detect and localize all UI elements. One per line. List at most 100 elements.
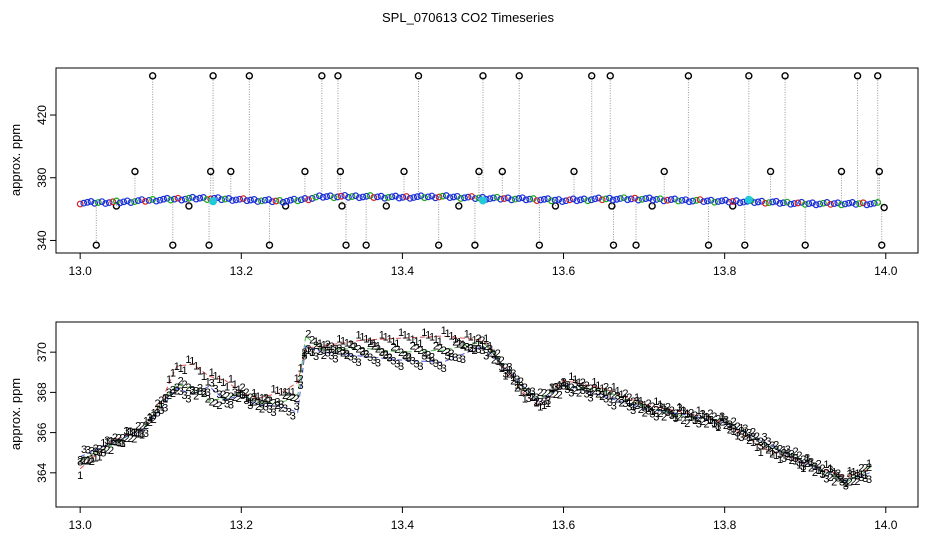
series-glyph-2: 2 bbox=[112, 432, 118, 444]
series-glyph-1: 1 bbox=[166, 374, 172, 386]
series-glyph-2: 2 bbox=[274, 400, 280, 412]
bottom-x-tick-label: 13.0 bbox=[68, 518, 92, 532]
baseline-point bbox=[261, 196, 269, 204]
series-glyph-2: 2 bbox=[220, 389, 226, 401]
series-glyph-2: 2 bbox=[143, 420, 149, 432]
series-glyph-1: 1 bbox=[371, 338, 377, 350]
series-glyph-3: 3 bbox=[738, 432, 744, 444]
series-glyph-2: 2 bbox=[510, 376, 516, 388]
series-glyph-1: 1 bbox=[143, 415, 149, 427]
series-glyph-1: 1 bbox=[483, 333, 489, 345]
baseline-point bbox=[76, 200, 84, 208]
baseline-point bbox=[598, 196, 606, 204]
series-glyph-1: 1 bbox=[131, 427, 137, 439]
series-glyph-1: 1 bbox=[236, 384, 242, 396]
series-glyph-1: 1 bbox=[769, 446, 775, 458]
baseline-point bbox=[152, 197, 160, 205]
series-glyph-2: 2 bbox=[131, 433, 137, 445]
series-glyph-3: 3 bbox=[220, 395, 226, 407]
series-glyph-1: 1 bbox=[812, 461, 818, 473]
series-glyph-2: 2 bbox=[437, 343, 443, 355]
series-glyph-1: 1 bbox=[301, 349, 307, 361]
raw-point-mid bbox=[185, 202, 193, 210]
series-glyph-1: 1 bbox=[414, 336, 420, 348]
series-glyph-1: 1 bbox=[688, 412, 694, 424]
raw-point-low bbox=[609, 241, 618, 249]
series-glyph-2: 2 bbox=[754, 431, 760, 443]
series-glyph-3: 3 bbox=[81, 444, 87, 456]
series-glyph-3: 3 bbox=[247, 400, 253, 412]
baseline-point bbox=[624, 196, 631, 204]
series-glyph-1: 1 bbox=[661, 402, 667, 414]
series-glyph-1: 1 bbox=[452, 334, 458, 346]
baseline-point bbox=[841, 200, 849, 208]
raw-point-mid bbox=[498, 167, 507, 176]
series-glyph-2: 2 bbox=[785, 451, 791, 463]
raw-point-mid bbox=[400, 167, 408, 176]
series-glyph-1: 1 bbox=[487, 341, 493, 353]
series-glyph-2: 2 bbox=[390, 341, 396, 353]
series-glyph-3: 3 bbox=[313, 351, 319, 363]
baseline-point bbox=[91, 199, 99, 207]
series-glyph-3: 3 bbox=[124, 425, 130, 437]
raw-point-high bbox=[874, 72, 882, 80]
raw-point-high bbox=[515, 72, 523, 80]
series-glyph-1: 1 bbox=[506, 365, 512, 377]
baseline-point bbox=[225, 195, 233, 202]
series-glyph-2: 2 bbox=[182, 379, 188, 391]
raw-point-low bbox=[342, 241, 350, 249]
baseline-point bbox=[736, 199, 744, 207]
series-glyph-3: 3 bbox=[139, 428, 145, 440]
baseline-point bbox=[573, 197, 581, 205]
series-glyph-2: 2 bbox=[560, 377, 566, 389]
series-glyph-2: 2 bbox=[584, 380, 590, 392]
bottom-plot-frame bbox=[55, 321, 919, 508]
baseline-point bbox=[805, 200, 813, 208]
series-glyph-2: 2 bbox=[352, 341, 358, 353]
series-glyph-2: 2 bbox=[332, 343, 338, 355]
series-glyph-3: 3 bbox=[178, 386, 184, 398]
raw-point-high bbox=[606, 72, 614, 80]
series-glyph-3: 3 bbox=[472, 343, 478, 355]
series-glyph-3: 3 bbox=[96, 447, 102, 459]
baseline-point bbox=[870, 199, 878, 207]
baseline-point bbox=[450, 193, 457, 201]
series-glyph-2: 2 bbox=[731, 416, 737, 428]
series-glyph-1: 1 bbox=[808, 457, 814, 469]
baseline-point bbox=[656, 195, 664, 203]
series-glyph-1: 1 bbox=[402, 329, 408, 341]
baseline-point bbox=[214, 194, 222, 202]
raw-point-mid bbox=[570, 167, 578, 176]
series-glyph-3: 3 bbox=[734, 428, 740, 440]
series-glyph-1: 1 bbox=[363, 334, 369, 346]
series-glyph-3: 3 bbox=[108, 436, 114, 448]
series-glyph-3: 3 bbox=[425, 353, 431, 365]
series-glyph-3: 3 bbox=[263, 401, 269, 413]
series-glyph-2: 2 bbox=[85, 456, 91, 468]
series-glyph-2: 2 bbox=[444, 347, 450, 359]
series-glyph-2: 2 bbox=[127, 433, 133, 445]
series-glyph-3: 3 bbox=[719, 411, 725, 423]
series-glyph-2: 2 bbox=[854, 476, 860, 488]
series-glyph-3: 3 bbox=[386, 353, 392, 365]
series-glyph-1: 1 bbox=[611, 381, 617, 393]
series-glyph-2: 2 bbox=[336, 345, 342, 357]
series-glyph-3: 3 bbox=[866, 474, 872, 486]
baseline-point bbox=[867, 200, 874, 208]
baseline-point bbox=[645, 194, 653, 202]
baseline-point bbox=[580, 195, 588, 203]
series-line-3 bbox=[80, 345, 870, 482]
baseline-point bbox=[540, 195, 548, 203]
baseline-point bbox=[758, 197, 766, 205]
baseline-point bbox=[145, 196, 153, 204]
baseline-point bbox=[649, 196, 657, 204]
series-glyph-3: 3 bbox=[228, 399, 234, 411]
series-glyph-1: 1 bbox=[576, 377, 582, 389]
series-glyph-3: 3 bbox=[317, 342, 323, 354]
series-glyph-3: 3 bbox=[209, 378, 215, 390]
series-glyph-3: 3 bbox=[754, 436, 760, 448]
series-glyph-3: 3 bbox=[414, 358, 420, 370]
series-glyph-3: 3 bbox=[282, 403, 288, 415]
series-glyph-2: 2 bbox=[862, 462, 868, 474]
baseline-point bbox=[606, 194, 613, 202]
